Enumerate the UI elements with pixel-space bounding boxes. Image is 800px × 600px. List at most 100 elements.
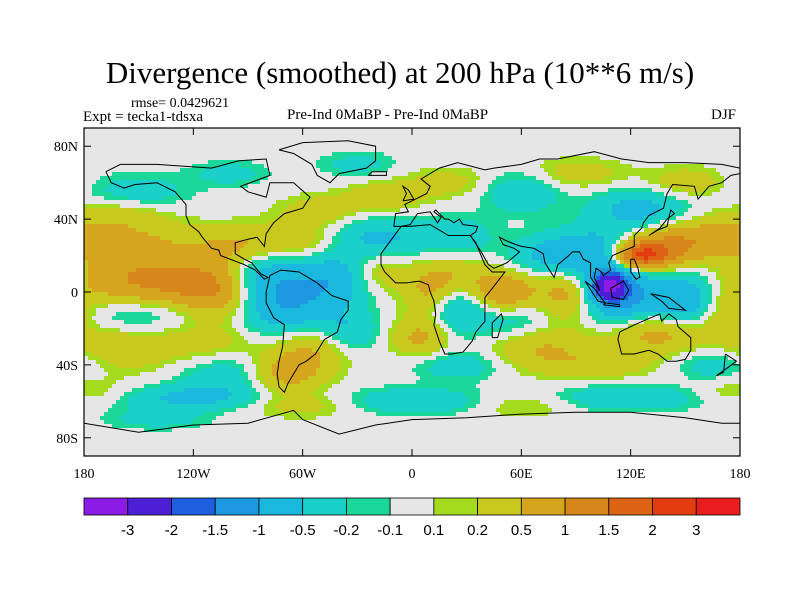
field-cell	[400, 156, 405, 161]
field-cell	[736, 132, 740, 137]
field-cell	[364, 168, 369, 173]
field-cell	[672, 200, 677, 205]
field-cell	[436, 156, 441, 161]
field-cell	[312, 172, 317, 177]
field-cell	[120, 128, 125, 133]
field-cell	[564, 208, 569, 213]
field-cell	[652, 132, 657, 137]
field-cell	[512, 212, 517, 217]
field-cell	[304, 220, 309, 225]
field-cell	[264, 192, 269, 197]
field-cell	[140, 180, 145, 185]
field-cell	[248, 156, 253, 161]
field-cell	[644, 184, 649, 189]
field-cell	[300, 140, 305, 145]
field-cell	[620, 184, 625, 189]
field-cell	[276, 132, 281, 137]
field-cell	[368, 136, 373, 141]
field-cell	[496, 140, 501, 145]
field-cell	[188, 172, 193, 177]
field-cell	[612, 192, 617, 197]
field-cell	[624, 172, 629, 177]
field-cell	[508, 144, 513, 149]
field-cell	[684, 184, 689, 189]
field-cell	[300, 168, 305, 173]
field-cell	[728, 196, 733, 201]
field-cell	[568, 236, 573, 241]
field-cell	[272, 172, 277, 177]
field-cell	[156, 212, 161, 217]
field-cell	[508, 148, 513, 153]
field-cell	[660, 136, 665, 141]
field-cell	[476, 240, 481, 245]
field-cell	[276, 220, 281, 225]
field-cell	[676, 224, 681, 229]
field-cell	[532, 208, 537, 213]
field-cell	[492, 196, 497, 201]
field-cell	[324, 248, 329, 253]
field-cell	[672, 184, 677, 189]
field-cell	[408, 236, 413, 241]
field-cell	[492, 132, 497, 137]
field-cell	[296, 212, 301, 217]
field-cell	[640, 164, 645, 169]
field-cell	[404, 128, 409, 133]
field-cell	[364, 208, 369, 213]
field-cell	[652, 236, 657, 241]
field-cell	[360, 188, 365, 193]
field-cell	[608, 220, 613, 225]
field-cell	[224, 140, 229, 145]
field-cell	[100, 208, 105, 213]
field-cell	[696, 200, 701, 205]
field-cell	[196, 176, 201, 181]
field-cell	[460, 156, 465, 161]
field-cell	[140, 216, 145, 221]
field-cell	[684, 168, 689, 173]
field-cell	[336, 164, 341, 169]
field-cell	[376, 236, 381, 241]
field-cell	[228, 168, 233, 173]
field-cell	[84, 132, 89, 137]
field-cell	[92, 208, 97, 213]
field-cell	[200, 128, 205, 133]
field-cell	[204, 144, 209, 149]
field-cell	[392, 160, 397, 165]
field-cell	[376, 204, 381, 209]
field-cell	[84, 184, 89, 189]
field-cell	[336, 200, 341, 205]
field-cell	[196, 184, 201, 189]
field-cell	[88, 188, 93, 193]
field-cell	[332, 204, 337, 209]
field-cell	[152, 140, 157, 145]
field-cell	[160, 152, 165, 157]
field-cell	[556, 144, 561, 149]
field-cell	[464, 216, 469, 221]
field-cell	[620, 160, 625, 165]
field-cell	[288, 156, 293, 161]
field-cell	[316, 192, 321, 197]
field-cell	[416, 172, 421, 177]
field-cell	[560, 236, 565, 241]
field-cell	[440, 192, 445, 197]
field-cell	[208, 164, 213, 169]
field-cell	[144, 144, 149, 149]
field-cell	[436, 212, 441, 217]
field-cell	[596, 160, 601, 165]
field-cell	[196, 224, 201, 229]
field-cell	[624, 196, 629, 201]
field-cell	[340, 200, 345, 205]
field-cell	[456, 132, 461, 137]
field-cell	[276, 172, 281, 177]
field-cell	[180, 172, 185, 177]
field-cell	[672, 172, 677, 177]
field-cell	[304, 148, 309, 153]
field-cell	[436, 208, 441, 213]
field-cell	[140, 192, 145, 197]
field-cell	[488, 216, 493, 221]
field-cell	[644, 180, 649, 185]
field-cell	[512, 164, 517, 169]
field-cell	[192, 168, 197, 173]
field-cell	[88, 220, 93, 225]
field-cell	[380, 156, 385, 161]
field-cell	[436, 132, 441, 137]
